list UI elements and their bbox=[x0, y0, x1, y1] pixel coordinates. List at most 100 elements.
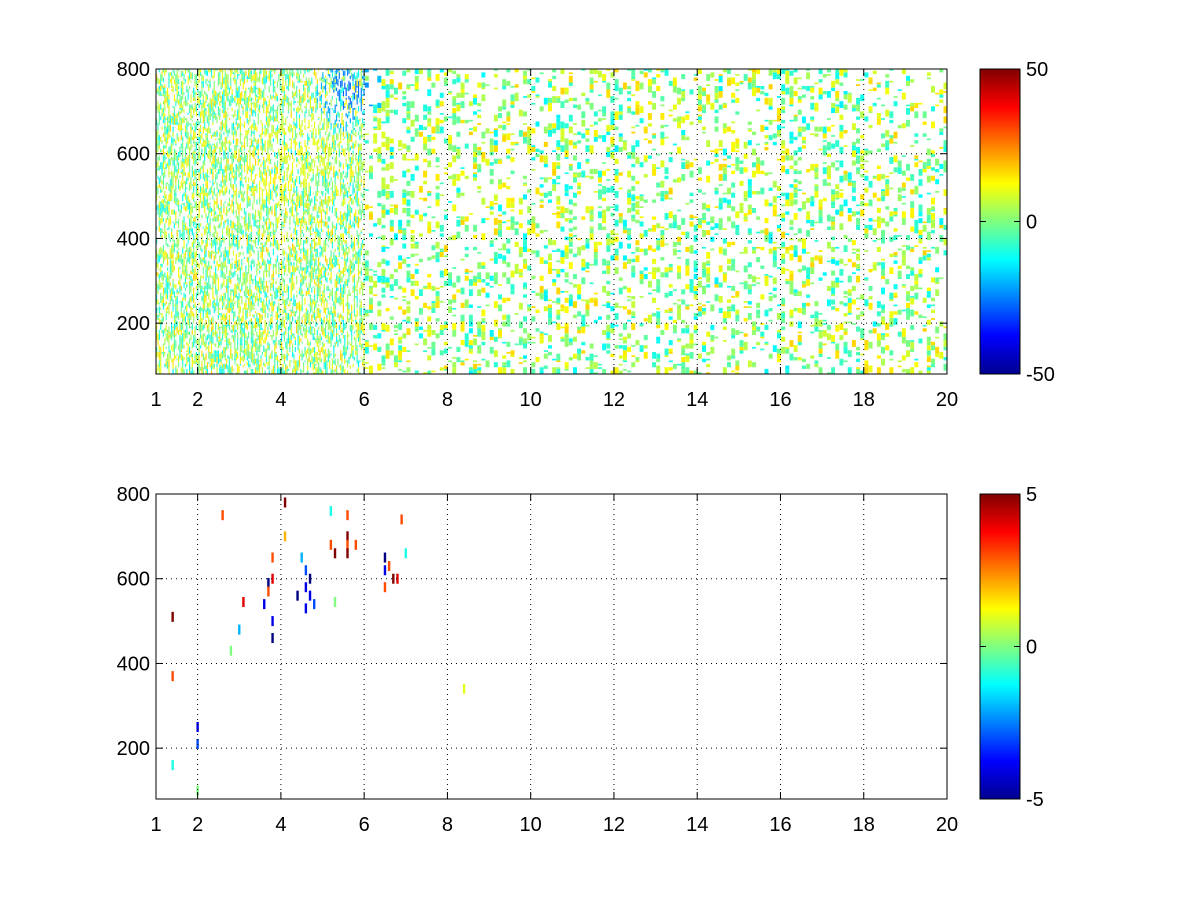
heatmap-cell bbox=[202, 275, 204, 278]
heatmap-cell bbox=[195, 107, 198, 112]
heatmap-cell bbox=[166, 306, 169, 310]
heatmap-cell bbox=[253, 196, 255, 203]
heatmap-cell bbox=[175, 355, 177, 359]
heatmap-cell bbox=[293, 252, 295, 254]
heatmap-cell bbox=[219, 162, 221, 168]
heatmap-cell bbox=[303, 326, 305, 332]
heatmap-cell bbox=[259, 272, 261, 275]
heatmap-cell bbox=[216, 260, 218, 266]
heatmap-cell bbox=[263, 231, 265, 234]
heatmap-cell bbox=[285, 118, 287, 125]
heatmap-cell bbox=[213, 260, 215, 264]
heatmap-cell bbox=[158, 165, 160, 171]
heatmap-cell bbox=[283, 299, 285, 305]
heatmap-cell bbox=[162, 113, 165, 119]
heatmap-cell bbox=[264, 285, 266, 288]
heatmap-cell bbox=[197, 157, 199, 161]
heatmap-cell bbox=[191, 370, 193, 374]
heatmap-cell bbox=[172, 260, 174, 266]
heatmap-cell bbox=[165, 309, 167, 313]
heatmap-cell bbox=[219, 243, 221, 247]
heatmap-cell bbox=[156, 206, 158, 210]
heatmap-cell bbox=[210, 168, 213, 175]
heatmap-cell bbox=[188, 252, 191, 258]
heatmap-cell bbox=[157, 167, 159, 169]
heatmap-cell bbox=[191, 216, 193, 219]
heatmap-cell bbox=[268, 365, 270, 368]
heatmap-cell bbox=[234, 263, 236, 269]
heatmap-cell bbox=[248, 257, 250, 261]
heatmap-cell bbox=[257, 138, 259, 144]
heatmap-cell bbox=[209, 319, 211, 325]
heatmap-cell bbox=[173, 265, 176, 271]
heatmap-cell bbox=[197, 89, 199, 92]
heatmap-cell bbox=[245, 309, 247, 317]
heatmap-cell bbox=[309, 185, 312, 191]
heatmap-cell bbox=[210, 102, 213, 108]
heatmap-cell bbox=[162, 196, 165, 198]
heatmap-cell bbox=[294, 299, 296, 307]
heatmap-cell bbox=[326, 277, 328, 281]
heatmap-cell bbox=[293, 296, 295, 300]
heatmap-cell bbox=[300, 124, 302, 130]
heatmap-cell bbox=[226, 250, 228, 258]
heatmap-cell bbox=[182, 355, 184, 359]
heatmap-cell bbox=[179, 118, 181, 120]
heatmap-cell bbox=[261, 314, 263, 317]
heatmap-cell bbox=[204, 91, 206, 95]
heatmap-cell bbox=[248, 216, 250, 220]
heatmap-cell bbox=[238, 313, 240, 315]
heatmap-cell bbox=[228, 228, 230, 232]
heatmap-cell bbox=[206, 70, 209, 76]
heatmap-cell bbox=[267, 165, 269, 171]
heatmap-cell bbox=[305, 145, 307, 153]
heatmap-cell bbox=[249, 197, 251, 200]
heatmap-cell bbox=[322, 140, 324, 146]
heatmap-cell bbox=[250, 231, 252, 239]
heatmap-cell bbox=[157, 275, 159, 278]
heatmap-cell bbox=[327, 285, 329, 291]
heatmap-cell bbox=[216, 182, 218, 190]
heatmap-cell bbox=[228, 314, 230, 319]
heatmap-cell bbox=[197, 235, 199, 239]
heatmap-cell bbox=[199, 99, 202, 105]
heatmap-cell bbox=[263, 143, 265, 146]
heatmap-cell bbox=[265, 113, 268, 115]
heatmap-cell bbox=[168, 94, 170, 100]
heatmap-cell bbox=[242, 196, 244, 203]
heatmap-cell bbox=[250, 301, 252, 305]
heatmap-cell bbox=[188, 165, 191, 173]
heatmap-cell bbox=[305, 107, 307, 112]
heatmap-cell bbox=[180, 204, 182, 210]
heatmap-cell bbox=[265, 362, 268, 364]
heatmap-cell bbox=[182, 72, 184, 76]
heatmap-cell bbox=[281, 228, 283, 232]
heatmap-cell bbox=[260, 331, 262, 339]
heatmap-cell bbox=[186, 341, 188, 346]
heatmap-cell bbox=[220, 316, 222, 320]
heatmap-cell bbox=[198, 97, 200, 105]
heatmap-cell bbox=[254, 218, 257, 220]
heatmap-cell bbox=[223, 258, 225, 263]
heatmap-cell bbox=[234, 243, 236, 247]
heatmap-cell bbox=[194, 182, 196, 186]
heatmap-cell bbox=[157, 168, 159, 171]
heatmap-cell bbox=[188, 202, 191, 210]
heatmap-cell bbox=[286, 260, 288, 263]
heatmap-cell bbox=[158, 363, 160, 368]
heatmap-cell bbox=[315, 351, 317, 358]
heatmap-cell bbox=[322, 145, 324, 153]
heatmap-cell bbox=[230, 184, 232, 188]
heatmap-cell bbox=[171, 287, 173, 291]
heatmap-cell bbox=[193, 313, 195, 317]
heatmap-cell bbox=[259, 167, 261, 171]
heatmap-cell bbox=[175, 326, 177, 329]
heatmap-cell bbox=[231, 170, 233, 178]
heatmap-cell bbox=[217, 250, 219, 254]
heatmap-cell bbox=[165, 282, 167, 290]
heatmap-cell bbox=[279, 292, 281, 297]
heatmap-cell bbox=[238, 123, 240, 129]
heatmap-cell bbox=[301, 357, 303, 361]
heatmap-cell bbox=[162, 252, 165, 258]
heatmap-cell bbox=[187, 196, 189, 202]
